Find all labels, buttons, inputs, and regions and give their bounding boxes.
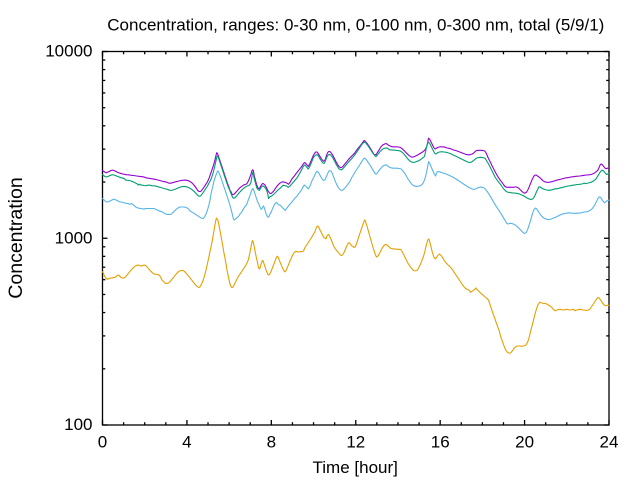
svg-text:0: 0 — [98, 432, 107, 451]
svg-text:100: 100 — [64, 415, 92, 434]
svg-text:1000: 1000 — [55, 228, 93, 247]
svg-text:10000: 10000 — [45, 42, 92, 61]
svg-text:20: 20 — [515, 432, 534, 451]
svg-text:Concentration, ranges: 0-30 nm: Concentration, ranges: 0-30 nm, 0-100 nm… — [107, 16, 604, 35]
svg-text:16: 16 — [431, 432, 450, 451]
svg-text:Time [hour]: Time [hour] — [313, 458, 398, 477]
svg-text:24: 24 — [600, 432, 619, 451]
svg-text:4: 4 — [182, 432, 191, 451]
svg-text:12: 12 — [346, 432, 365, 451]
svg-text:Concentration: Concentration — [5, 177, 27, 298]
svg-text:8: 8 — [267, 432, 276, 451]
